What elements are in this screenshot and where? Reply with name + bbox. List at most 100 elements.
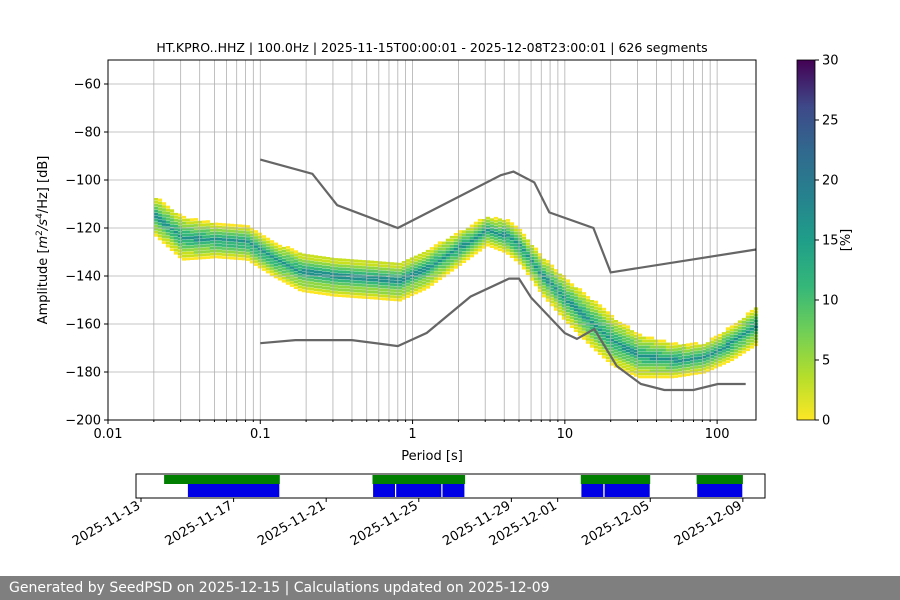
heatmap-cell: [401, 270, 407, 273]
heatmap-cell: [377, 285, 383, 288]
heatmap-cell: [665, 375, 671, 379]
date-tick-label: 2025-11-17: [163, 498, 236, 549]
heatmap-cell: [245, 240, 251, 243]
x-axis-label: Period [s]: [401, 449, 463, 464]
heatmap-cell: [737, 344, 743, 348]
heatmap-cell: [449, 268, 455, 272]
heatmap-cell: [569, 316, 575, 319]
heatmap-cell: [477, 227, 483, 231]
heatmap-cell: [581, 307, 587, 310]
heatmap-cell: [621, 344, 627, 348]
heatmap-cell: [161, 214, 167, 217]
heatmap-cell: [493, 231, 499, 235]
heatmap-cell: [249, 227, 255, 231]
heatmap-cell: [157, 216, 163, 220]
heatmap-cell: [301, 271, 307, 275]
heatmap-cell: [521, 233, 527, 237]
heatmap-cell: [545, 275, 551, 278]
heatmap-cell: [613, 329, 619, 332]
heatmap-cell: [333, 282, 339, 285]
heatmap-cell: [557, 309, 563, 313]
psd-segment-bar: [697, 484, 743, 497]
colorbar: [796, 59, 816, 421]
heatmap-cell: [217, 252, 223, 256]
heatmap-cell: [325, 281, 331, 284]
heatmap-cell: [489, 218, 495, 221]
heatmap-cell: [189, 224, 195, 227]
heatmap-cell: [417, 268, 423, 272]
heatmap-cell: [625, 328, 631, 332]
heatmap-cell: [677, 347, 683, 351]
heatmap-cell: [609, 341, 615, 345]
heatmap-cell: [549, 282, 555, 286]
heatmap-cell: [369, 266, 375, 270]
heatmap-cell: [537, 253, 543, 256]
heatmap-cell: [509, 225, 515, 228]
heatmap-cell: [253, 260, 259, 263]
heatmap-cell: [161, 238, 167, 241]
heatmap-cell: [461, 248, 467, 251]
heatmap-cell: [517, 228, 523, 232]
heatmap-cell: [437, 271, 443, 275]
heatmap-cell: [453, 245, 459, 248]
heatmap-cell: [469, 251, 475, 255]
heatmap-cell: [329, 293, 335, 297]
heatmap-cell: [529, 260, 535, 263]
heatmap-cell: [373, 293, 379, 297]
heatmap-cell: [409, 287, 415, 291]
heatmap-cell: [329, 278, 335, 282]
heatmap-cell: [549, 270, 555, 274]
heatmap-cell: [265, 264, 271, 268]
heatmap-cell: [485, 237, 491, 241]
y-tick-label: −200: [65, 414, 101, 429]
heatmap-cell: [649, 369, 655, 373]
heatmap-cell: [529, 248, 535, 251]
heatmap-cell: [325, 284, 331, 287]
heatmap-cell: [565, 291, 571, 295]
heatmap-cell: [165, 214, 171, 218]
heatmap-cell: [189, 251, 195, 254]
heatmap-cell: [429, 271, 435, 274]
heatmap-cell: [729, 355, 735, 359]
heatmap-cell: [269, 261, 275, 264]
heatmap-cell: [613, 347, 619, 350]
heatmap-cell: [225, 238, 231, 242]
heatmap-cell: [237, 227, 243, 231]
heatmap-cell: [417, 271, 423, 275]
heatmap-cell: [177, 228, 183, 232]
heatmap-cell: [613, 326, 619, 329]
heatmap-cell: [341, 282, 347, 286]
heatmap-cell: [385, 279, 391, 283]
heatmap-cell: [253, 245, 259, 248]
heatmap-cell: [305, 257, 311, 260]
heatmap-cell: [665, 345, 671, 349]
heatmap-cell: [293, 259, 299, 262]
heatmap-cell: [433, 253, 439, 256]
heatmap-cell: [645, 336, 651, 340]
heatmap-cell: [477, 224, 483, 228]
heatmap-cell: [625, 352, 631, 356]
heatmap-cell: [265, 252, 271, 256]
heatmap-cell: [341, 285, 347, 289]
heatmap-cell: [745, 327, 751, 331]
heatmap-cell: [573, 302, 579, 305]
heatmap-cell: [345, 288, 351, 292]
heatmap-cell: [681, 365, 687, 368]
heatmap-cell: [585, 341, 591, 344]
heatmap-cell: [153, 198, 159, 201]
heatmap-cell: [417, 289, 423, 293]
heatmap-cell: [421, 279, 427, 282]
heatmap-cell: [633, 368, 639, 371]
heatmap-cell: [221, 238, 227, 241]
heatmap-cell: [465, 251, 471, 255]
heatmap-cell: [337, 258, 343, 261]
heatmap-cell: [277, 271, 283, 275]
heatmap-cell: [381, 264, 387, 268]
heatmap-cell: [661, 357, 667, 361]
heatmap-cell: [529, 266, 535, 269]
heatmap-cell: [749, 345, 755, 349]
heatmap-cell: [229, 235, 235, 239]
heatmap-cell: [353, 268, 359, 272]
heatmap-cell: [309, 263, 315, 267]
heatmap-cell: [277, 262, 283, 266]
